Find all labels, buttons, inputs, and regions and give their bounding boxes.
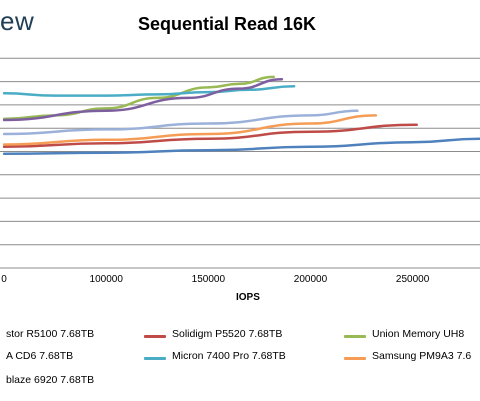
series-line	[2, 114, 378, 146]
line-chart: 0 100000 150000 200000 250000	[0, 57, 480, 285]
x-tick-label: 150000	[192, 274, 226, 285]
x-axis-label: IOPS	[236, 292, 260, 303]
brand-logo-text: ew	[0, 6, 35, 36]
legend-swatch	[144, 357, 166, 360]
x-tick-labels: 0 100000 150000 200000 250000	[1, 274, 429, 285]
legend-swatch	[344, 357, 366, 360]
chart-title: Sequential Read 16K	[138, 14, 317, 34]
legend-label: Solidigm P5520 7.68TB	[172, 328, 283, 340]
legend-label: Union Memory UH8	[372, 328, 465, 340]
gridlines	[0, 57, 480, 269]
x-tick-label: 200000	[294, 274, 328, 285]
legend-label: stor R5100 7.68TB	[6, 328, 95, 340]
legend-label: Samsung PM9A3 7.6	[372, 350, 472, 362]
series-line	[2, 137, 480, 156]
legend-swatch	[144, 335, 166, 338]
legend-swatch	[344, 335, 366, 338]
legend-label: blaze 6920 7.68TB	[6, 374, 95, 386]
series-line	[2, 75, 275, 121]
series-line	[2, 85, 296, 97]
series-line	[2, 109, 359, 136]
series-line	[2, 78, 284, 122]
legend-label: Micron 7400 Pro 7.68TB	[172, 350, 286, 362]
series-line	[2, 123, 418, 149]
x-tick-label: 250000	[396, 274, 430, 285]
legend-label: A CD6 7.68TB	[6, 350, 74, 362]
x-tick-label: 0	[1, 274, 7, 285]
x-tick-label: 100000	[90, 274, 124, 285]
series-lines	[2, 75, 480, 156]
